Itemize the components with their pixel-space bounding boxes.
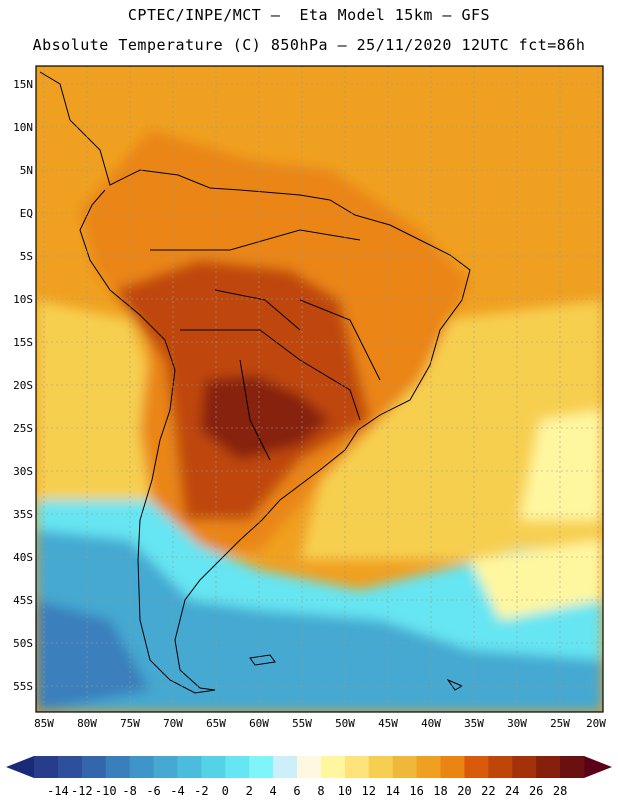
lat-label: 15N	[13, 78, 33, 91]
lat-label: EQ	[20, 207, 33, 220]
temperature-field	[36, 66, 603, 712]
colorbar-tick-label: 0	[222, 784, 229, 798]
south-atlantic-pale-field	[520, 410, 603, 520]
colorbar-tick-label: -2	[194, 784, 208, 798]
colorbar-bin	[81, 756, 107, 778]
colorbar-bin	[488, 756, 513, 778]
colorbar-tick-label: 22	[481, 784, 495, 798]
colorbar-bin	[320, 756, 346, 778]
lat-label: 15S	[13, 336, 33, 349]
lon-label: 45W	[378, 717, 398, 730]
colorbar-bin	[153, 756, 178, 778]
lat-label: 40S	[13, 551, 33, 564]
colorbar: -14 -12 -10 -8 -6 -4 -2 0 2 4 6 8 10 12 14 16 18 20 22 24 26…	[6, 756, 612, 798]
colorbar-bin	[34, 756, 59, 778]
lon-label: 30W	[507, 717, 527, 730]
lon-label: 75W	[120, 717, 140, 730]
map-frame	[35, 65, 604, 713]
lat-label: 5S	[20, 250, 33, 263]
lat-label: 30S	[13, 465, 33, 478]
lon-label: 25W	[550, 717, 570, 730]
colorbar-bin	[416, 756, 442, 778]
colorbar-bin	[512, 756, 537, 778]
colorbar-bin	[297, 756, 322, 778]
lat-label: 20S	[13, 379, 33, 392]
colorbar-tick-label: 20	[457, 784, 471, 798]
south-atlantic-pale-band	[470, 540, 603, 620]
colorbar-tick-label: 10	[338, 784, 352, 798]
colorbar-tick-label: 8	[317, 784, 324, 798]
colorbar-bin	[225, 756, 250, 778]
longitude-axis: 85W 80W 75W 70W 65W 60W 55W 50W 45W 40W …	[34, 717, 606, 730]
colorbar-tick-label: -12	[71, 784, 93, 798]
chart-title-line-1: CPTEC/INPE/MCT – Eta Model 15km – GFS	[127, 6, 491, 24]
colorbar-bin	[440, 756, 465, 778]
lon-label: 65W	[206, 717, 226, 730]
lon-label: 80W	[77, 717, 97, 730]
colorbar-over-arrow	[584, 756, 612, 778]
lat-label: 55S	[13, 680, 33, 693]
colorbar-bin	[249, 756, 274, 778]
colorbar-tick-label: 6	[293, 784, 300, 798]
colorbar-tick-label: 12	[362, 784, 376, 798]
colorbar-bin	[344, 756, 370, 778]
colorbar-tick-label: 14	[385, 784, 399, 798]
colorbar-tick-label: 16	[409, 784, 423, 798]
colorbar-bin	[201, 756, 226, 778]
lon-label: 60W	[249, 717, 269, 730]
lat-label: 35S	[13, 508, 33, 521]
lon-label: 70W	[163, 717, 183, 730]
lat-label: 45S	[13, 594, 33, 607]
colorbar-bin	[392, 756, 418, 778]
lon-label: 85W	[34, 717, 54, 730]
colorbar-tick-label: 2	[246, 784, 253, 798]
lat-label: 50S	[13, 637, 33, 650]
colorbar-tick-label: -10	[95, 784, 117, 798]
cold-ocean-deepest-field	[36, 600, 150, 712]
cold-ocean-deep-field	[36, 530, 603, 712]
colorbar-bin	[105, 756, 131, 778]
lat-label: 25S	[13, 422, 33, 435]
colorbar-tick-label: 4	[270, 784, 277, 798]
lat-label: 10S	[13, 293, 33, 306]
colorbar-tick-label: 18	[433, 784, 447, 798]
colorbar-bin	[177, 756, 202, 778]
lon-label: 20W	[586, 717, 606, 730]
colorbar-bin	[129, 756, 155, 778]
lat-label: 10N	[13, 121, 33, 134]
pacific-warm-field	[36, 300, 170, 500]
lon-label: 35W	[464, 717, 484, 730]
coastlines	[39, 71, 471, 694]
colorbar-tick-label: -6	[146, 784, 160, 798]
colorbar-under-arrow	[6, 756, 34, 778]
colorbar-bin	[273, 756, 298, 778]
colorbar-bin	[57, 756, 83, 778]
colorbar-tick-label: 26	[529, 784, 543, 798]
lon-label: 50W	[335, 717, 355, 730]
colorbar-bin	[560, 756, 585, 778]
hottest-core-field	[200, 375, 330, 460]
latitude-axis: 15N 10N 5N EQ 5S 10S 15S 20S 25S 30S 35S…	[13, 78, 33, 693]
colorbar-tick-label: -8	[122, 784, 136, 798]
chart-title-line-2: Absolute Temperature (C) 850hPa – 25/11/…	[32, 36, 586, 54]
lon-label: 55W	[292, 717, 312, 730]
colorbar-tick-label: -14	[47, 784, 69, 798]
colorbar-bin	[464, 756, 489, 778]
colorbar-tick-label: 24	[505, 784, 519, 798]
lat-label: 5N	[20, 164, 33, 177]
colorbar-tick-label: 28	[553, 784, 567, 798]
colorbar-bin	[368, 756, 394, 778]
lon-label: 40W	[421, 717, 441, 730]
colorbar-bin	[536, 756, 561, 778]
colorbar-tick-label: -4	[170, 784, 184, 798]
